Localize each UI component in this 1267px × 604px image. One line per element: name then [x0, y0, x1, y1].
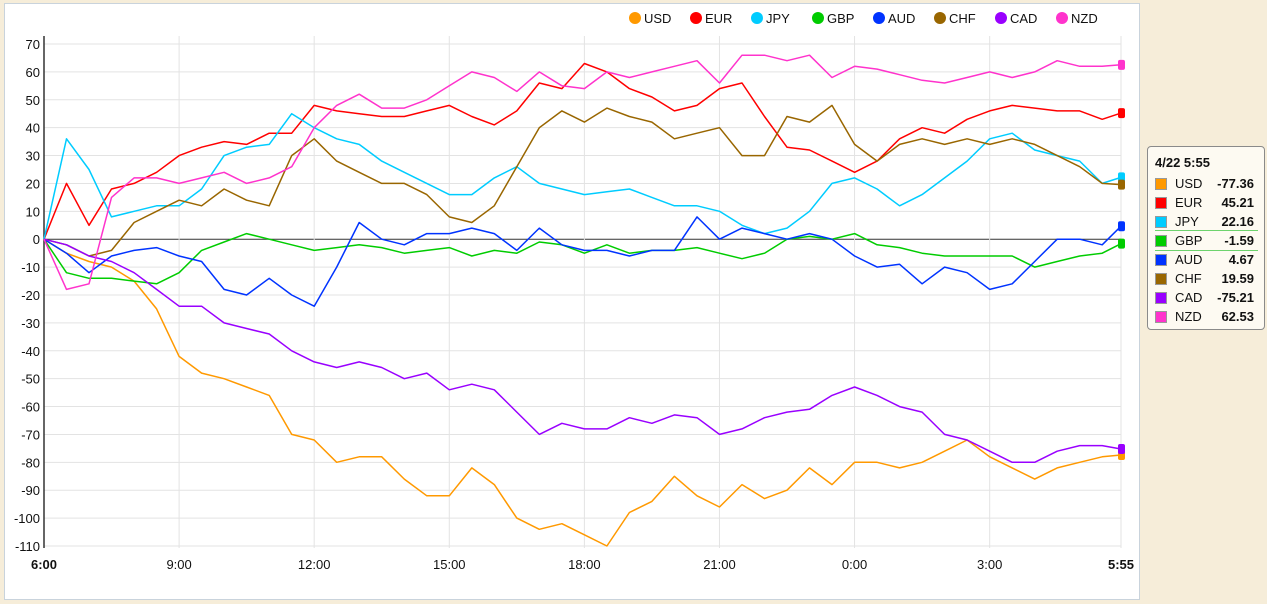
y-tick-label: -50 [21, 372, 40, 387]
tooltip-swatch [1155, 272, 1167, 285]
series-line-nzd [43, 54, 1122, 291]
series-end-marker-eur [1118, 108, 1125, 119]
tooltip-currency: CHF [1175, 271, 1202, 286]
legend-label-jpy: JPY [766, 11, 790, 26]
y-tick-label: -90 [21, 483, 40, 498]
tooltip-swatch [1155, 234, 1167, 247]
tooltip-swatch [1155, 291, 1167, 304]
x-tick-label: 5:55 [1108, 557, 1134, 572]
y-tick-label: 60 [26, 65, 40, 80]
y-tick-label: -110 [15, 539, 40, 554]
tooltip-title: 4/22 5:55 [1155, 155, 1210, 170]
y-tick-label: -70 [21, 427, 40, 442]
y-tick-label: 70 [26, 37, 40, 52]
tooltip-value: 22.16 [1221, 214, 1254, 229]
legend-marker-usd [629, 12, 641, 24]
tooltip-currency: EUR [1175, 195, 1203, 210]
y-tick-label: -30 [21, 316, 40, 331]
tooltip-row-chf: CHF 19.59 [1155, 269, 1258, 288]
tooltip-swatch [1155, 215, 1167, 228]
x-tick-label: 18:00 [568, 557, 601, 572]
tooltip-currency: CAD [1175, 290, 1203, 305]
series-line-usd [43, 238, 1122, 547]
tooltip-value: 4.67 [1228, 252, 1254, 267]
tooltip-row-aud: AUD 4.67 [1155, 250, 1258, 269]
tooltip-row-eur: EUR 45.21 [1155, 193, 1258, 212]
legend-label-gbp: GBP [827, 11, 854, 26]
x-tick-label: 6:00 [31, 557, 57, 572]
tooltip-value: -75.21 [1217, 290, 1254, 305]
tooltip-value: -1.59 [1224, 233, 1254, 248]
legend-label-nzd: NZD [1071, 11, 1098, 26]
legend-marker-aud [873, 12, 885, 24]
legend-label-aud: AUD [888, 11, 915, 26]
legend-marker-chf [934, 12, 946, 24]
legend-label-usd: USD [644, 11, 671, 26]
chart-panel [4, 3, 1140, 600]
y-tick-label: -40 [21, 344, 40, 359]
y-tick-label: -20 [21, 288, 40, 303]
tooltip-row-jpy: JPY 22.16 [1155, 212, 1258, 231]
y-tick-label: -100 [14, 511, 40, 526]
tooltip-swatch [1155, 310, 1167, 323]
tooltip-currency: NZD [1175, 309, 1202, 324]
series-line-cad [43, 238, 1122, 464]
y-tick-label: -60 [21, 400, 40, 415]
legend-marker-cad [995, 12, 1007, 24]
tooltip: 4/22 5:55 USD -77.36 EUR 45.21 JPY 22.16 GBP -1… [1147, 146, 1265, 330]
tooltip-row-usd: USD -77.36 [1155, 174, 1258, 193]
tooltip-currency: USD [1175, 176, 1203, 191]
y-tick-label: 20 [26, 176, 40, 191]
y-tick-label: 50 [26, 93, 40, 108]
series-end-marker-gbp [1118, 238, 1125, 249]
tooltip-swatch [1155, 196, 1167, 209]
series-end-marker-chf [1118, 179, 1125, 190]
legend-marker-eur [690, 12, 702, 24]
legend-marker-nzd [1056, 12, 1068, 24]
tooltip-value: 19.59 [1221, 271, 1254, 286]
y-tick-label: 40 [26, 121, 40, 136]
x-tick-label: 15:00 [433, 557, 466, 572]
series-end-marker-nzd [1118, 59, 1125, 70]
series-line-eur [43, 62, 1122, 240]
legend-label-eur: EUR [705, 11, 732, 26]
series-line-gbp [43, 232, 1122, 285]
tooltip-swatch [1155, 253, 1167, 266]
legend-label-chf: CHF [949, 11, 976, 26]
tooltip-row-nzd: NZD 62.53 [1155, 307, 1258, 326]
tooltip-swatch [1155, 177, 1167, 190]
y-tick-label: 0 [33, 232, 40, 247]
tooltip-currency: AUD [1175, 252, 1203, 267]
y-tick-label: -10 [21, 260, 40, 275]
tooltip-row-cad: CAD -75.21 [1155, 288, 1258, 307]
tooltip-value: -77.36 [1217, 176, 1254, 191]
tooltip-value: 62.53 [1221, 309, 1254, 324]
series-line-chf [43, 104, 1122, 257]
x-tick-label: 12:00 [298, 557, 331, 572]
tooltip-row-gbp: GBP -1.59 [1155, 230, 1258, 251]
x-tick-label: 9:00 [166, 557, 191, 572]
series-end-marker-cad [1118, 443, 1125, 454]
y-tick-label: 30 [26, 149, 40, 164]
tooltip-value: 45.21 [1221, 195, 1254, 210]
legend-marker-gbp [812, 12, 824, 24]
series-line-aud [43, 216, 1122, 307]
x-tick-label: 21:00 [703, 557, 736, 572]
legend-label-cad: CAD [1010, 11, 1037, 26]
legend-marker-jpy [751, 12, 763, 24]
series-end-marker-aud [1118, 221, 1125, 232]
y-tick-label: -80 [21, 455, 40, 470]
tooltip-currency: GBP [1175, 233, 1203, 248]
tooltip-currency: JPY [1175, 214, 1199, 229]
series-line-jpy [43, 112, 1122, 240]
y-tick-label: 10 [26, 204, 40, 219]
x-tick-label: 3:00 [977, 557, 1002, 572]
currency-strength-chart: 70 60 50 40 30 20 10 0 -10 -20 -30 -40 -50 -60 -70 -80 -… [14, 11, 1134, 572]
x-tick-label: 0:00 [842, 557, 867, 572]
